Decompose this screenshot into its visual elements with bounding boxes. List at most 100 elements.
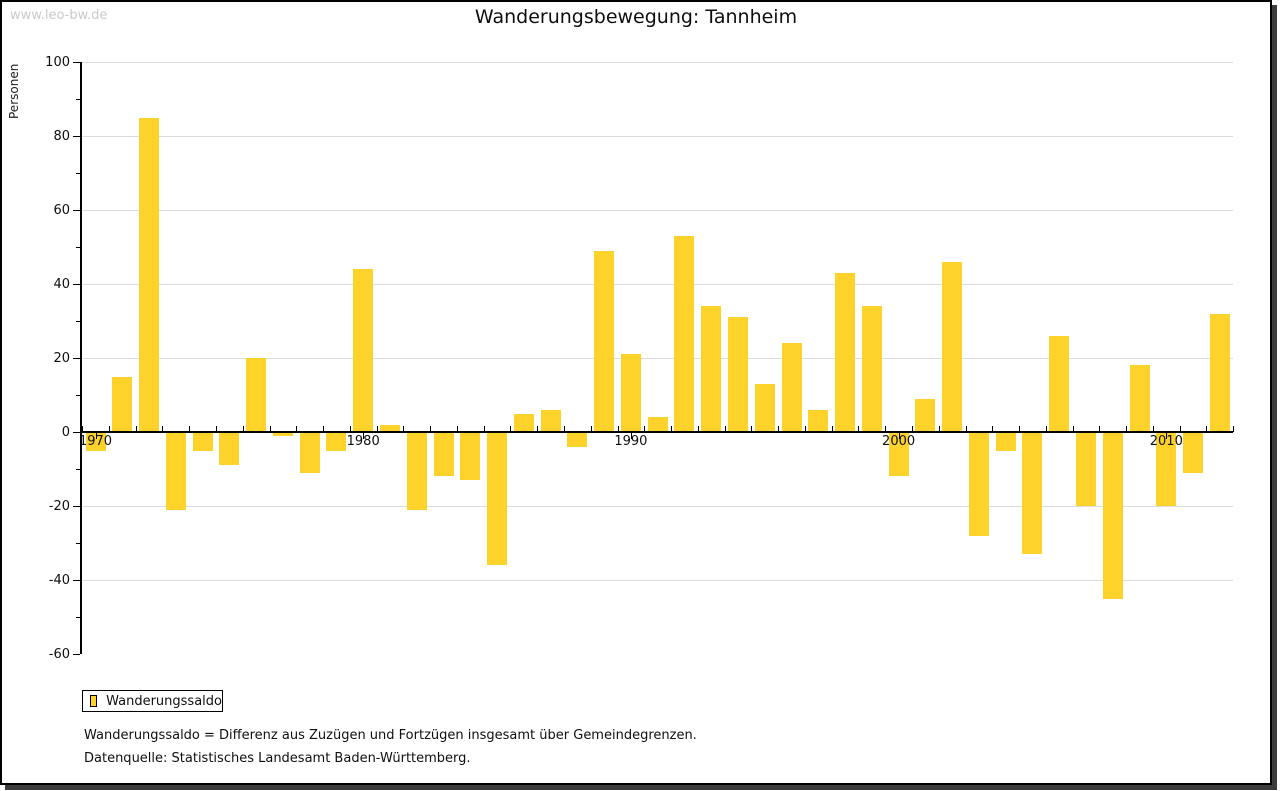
bar-2000: [888, 432, 909, 477]
x-tick: [135, 426, 137, 432]
bar-1977: [272, 432, 293, 436]
x-tick: [911, 426, 913, 432]
bar-1988: [567, 432, 588, 447]
x-decade-tick: [1166, 433, 1168, 439]
y-tick-label: 80: [53, 128, 70, 144]
y-tick-label: 60: [53, 202, 70, 218]
y-tick: [73, 579, 80, 581]
bar-1980: [353, 269, 374, 432]
y-minor-tick: [76, 468, 80, 470]
y-tick: [73, 653, 80, 655]
x-tick: [403, 426, 405, 432]
bar-2002: [942, 261, 963, 432]
x-tick: [1233, 426, 1235, 432]
y-tick-label: 0: [61, 424, 70, 440]
bar-1971: [112, 376, 133, 432]
bar-1991: [647, 417, 668, 432]
x-tick: [1045, 426, 1047, 432]
x-decade-tick: [363, 433, 365, 439]
bar-2005: [1022, 432, 1043, 555]
y-minor-tick: [76, 246, 80, 248]
y-tick: [73, 431, 80, 433]
gridline-40: [82, 283, 1233, 285]
y-tick-label: -20: [48, 498, 70, 514]
x-decade-tick: [630, 433, 632, 439]
x-tick: [189, 426, 191, 432]
y-tick-label: 100: [45, 54, 70, 70]
x-tick-label-1980: 1980: [346, 434, 380, 449]
x-tick: [671, 426, 673, 432]
y-tick: [73, 505, 80, 507]
x-tick: [697, 426, 699, 432]
legend: Wanderungssaldo: [82, 690, 223, 712]
x-tick: [108, 426, 110, 432]
x-decade-tick: [95, 433, 97, 439]
x-tick: [858, 426, 860, 432]
gridline-100: [82, 61, 1233, 63]
bar-1983: [433, 432, 454, 477]
y-minor-tick: [76, 394, 80, 396]
gridline-60: [82, 209, 1233, 211]
y-tick: [73, 209, 80, 211]
y-tick-label: -60: [48, 646, 70, 662]
x-tick: [1019, 426, 1021, 432]
bar-1995: [754, 383, 775, 432]
bar-1986: [513, 413, 534, 432]
gridline--40: [82, 579, 1233, 581]
bar-1981: [379, 424, 400, 432]
bar-2008: [1102, 432, 1123, 599]
legend-swatch-icon: [90, 695, 98, 707]
x-tick: [323, 426, 325, 432]
x-tick-label-1970: 1970: [78, 434, 113, 449]
x-tick: [644, 426, 646, 432]
y-minor-tick: [76, 98, 80, 100]
x-tick: [349, 426, 351, 432]
x-tick: [242, 426, 244, 432]
bar-1975: [219, 432, 240, 466]
y-minor-tick: [76, 320, 80, 322]
x-tick: [992, 426, 994, 432]
bar-2009: [1129, 365, 1150, 432]
bar-1993: [701, 306, 722, 432]
bar-1985: [487, 432, 508, 566]
y-tick: [73, 135, 80, 137]
x-tick: [510, 426, 512, 432]
gridline--20: [82, 505, 1233, 507]
y-minor-tick: [76, 616, 80, 618]
bar-chart-plot-area: -60 -40 -20 0 20 40 60 80 100 1970 1980 1990 2000 201…: [2, 2, 1270, 783]
bar-2004: [995, 432, 1016, 451]
x-tick: [1206, 426, 1208, 432]
x-tick: [885, 426, 887, 432]
y-tick: [73, 61, 80, 63]
bar-1974: [192, 432, 213, 451]
bar-1997: [808, 409, 829, 432]
x-axis-zero-line: [80, 431, 1233, 433]
x-tick: [1099, 426, 1101, 432]
x-tick: [269, 426, 271, 432]
x-tick: [563, 426, 565, 432]
chart-title: Wanderungsbewegung: Tannheim: [474, 6, 798, 28]
x-tick: [751, 426, 753, 432]
x-tick: [938, 426, 940, 432]
x-tick: [456, 426, 458, 432]
legend-label: Wanderungssaldo: [106, 693, 222, 709]
bar-1998: [835, 272, 856, 432]
bar-1972: [139, 117, 160, 432]
bar-2001: [915, 398, 936, 432]
x-tick: [1072, 426, 1074, 432]
x-tick: [376, 426, 378, 432]
x-tick: [1126, 426, 1128, 432]
x-tick: [965, 426, 967, 432]
x-tick-label-2010: 2010: [1149, 434, 1183, 449]
bar-1996: [781, 343, 802, 432]
x-tick: [724, 426, 726, 432]
y-minor-tick: [76, 172, 80, 174]
gridline-20: [82, 357, 1233, 359]
bar-2007: [1075, 432, 1096, 506]
bar-1999: [861, 306, 882, 432]
y-tick-label: 20: [53, 350, 70, 366]
y-tick: [73, 283, 80, 285]
watermark: www.leo-bw.de: [10, 8, 108, 23]
bar-1978: [299, 432, 320, 473]
